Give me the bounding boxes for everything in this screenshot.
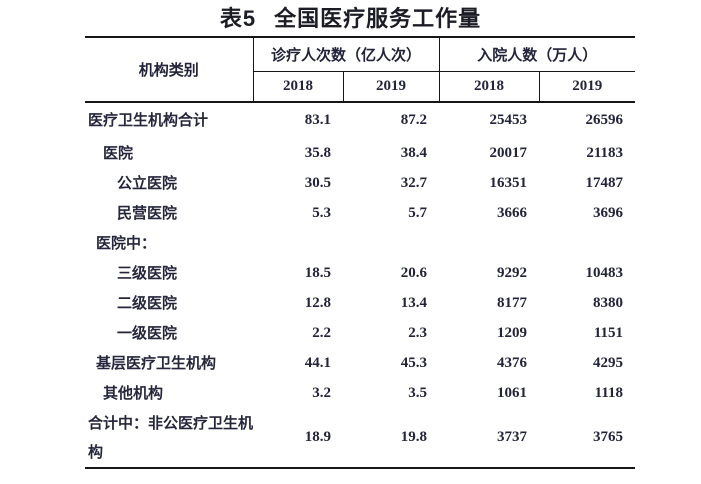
value-cell: 8177 bbox=[497, 294, 528, 311]
value-cell: 26596 bbox=[585, 112, 624, 128]
value-cell: 2.2 bbox=[312, 324, 331, 341]
value-cell: 9292 bbox=[497, 264, 528, 281]
value-cell: 19.8 bbox=[400, 429, 428, 445]
value-cell bbox=[439, 228, 539, 258]
value-cell: 83.1 bbox=[304, 112, 331, 128]
value-cell: 8380 bbox=[593, 294, 624, 311]
value-cell: 38.4 bbox=[400, 144, 428, 161]
value-cell: 30.5 bbox=[304, 174, 331, 191]
row-label: 医院 bbox=[103, 144, 134, 162]
value-cell: 3666 bbox=[497, 204, 528, 221]
row-label: 基层医疗卫生机构 bbox=[96, 354, 217, 372]
table-header: 机构类别 诊疗人次数（亿人次） 入院人数（万人） 2018 2019 2018 … bbox=[85, 37, 636, 103]
value-cell: 2.3 bbox=[408, 324, 428, 341]
value-cell: 3696 bbox=[593, 204, 624, 221]
table-row: 医院中： bbox=[85, 228, 635, 258]
table-row: 公立医院 30.5 32.7 16351 17487 bbox=[85, 168, 635, 198]
table-row: 基层医疗卫生机构 44.1 45.3 4376 4295 bbox=[85, 348, 635, 378]
column-group-outpatient-visits: 诊疗人次数（亿人次） bbox=[253, 37, 440, 72]
value-cell: 3.5 bbox=[408, 384, 428, 401]
year-header-visits-2019: 2019 bbox=[343, 71, 440, 103]
value-cell: 44.1 bbox=[304, 354, 331, 371]
row-label: 一级医院 bbox=[117, 324, 178, 342]
value-cell: 87.2 bbox=[400, 112, 428, 128]
value-cell: 1061 bbox=[497, 384, 528, 401]
value-cell: 45.3 bbox=[400, 354, 428, 371]
year-header-admissions-2018: 2018 bbox=[439, 71, 540, 103]
table-row: 三级医院 18.5 20.6 9292 10483 bbox=[85, 258, 635, 288]
value-cell: 4376 bbox=[497, 354, 528, 371]
row-label: 合计中：非公医疗卫生机构 bbox=[88, 414, 254, 461]
table-row: 二级医院 12.8 13.4 8177 8380 bbox=[85, 288, 635, 318]
value-cell: 21183 bbox=[586, 144, 624, 161]
table-number: 表5 bbox=[219, 6, 257, 31]
value-cell: 3.2 bbox=[312, 384, 331, 401]
value-cell: 1118 bbox=[594, 384, 624, 401]
table-row: 医院 35.8 38.4 20017 21183 bbox=[85, 138, 635, 168]
value-cell: 1151 bbox=[593, 324, 624, 341]
value-cell: 25453 bbox=[489, 112, 528, 128]
value-cell: 5.3 bbox=[312, 204, 331, 221]
row-label: 其他机构 bbox=[103, 384, 164, 402]
value-cell bbox=[539, 228, 635, 258]
table-row: 一级医院 2.2 2.3 1209 1151 bbox=[85, 318, 635, 348]
row-label: 医院中： bbox=[96, 234, 157, 252]
value-cell: 32.7 bbox=[400, 174, 428, 191]
value-cell: 5.7 bbox=[408, 204, 428, 221]
value-cell: 1209 bbox=[497, 324, 528, 341]
value-cell: 18.5 bbox=[304, 264, 331, 281]
statistics-table-wrapper: 机构类别 诊疗人次数（亿人次） 入院人数（万人） 2018 2019 2018 … bbox=[85, 36, 636, 469]
value-cell: 17487 bbox=[585, 174, 624, 191]
value-cell: 35.8 bbox=[304, 144, 331, 161]
value-cell: 10483 bbox=[585, 264, 624, 281]
table-row: 其他机构 3.2 3.5 1061 1118 bbox=[85, 378, 635, 408]
table-title-text: 全国医疗服务工作量 bbox=[274, 6, 482, 31]
value-cell: 3765 bbox=[593, 429, 624, 445]
column-header-org-type: 机构类别 bbox=[85, 37, 254, 103]
table-row: 民营医院 5.3 5.7 3666 3696 bbox=[85, 198, 635, 228]
table-row: 合计中：非公医疗卫生机构 18.9 19.8 3737 3765 bbox=[85, 408, 635, 468]
value-cell: 12.8 bbox=[304, 294, 331, 311]
value-cell: 18.9 bbox=[304, 429, 331, 445]
column-group-admissions: 入院人数（万人） bbox=[439, 37, 636, 72]
value-cell: 4295 bbox=[593, 354, 624, 371]
table-row: 医疗卫生机构合计 83.1 87.2 25453 26596 bbox=[85, 102, 635, 138]
row-label: 二级医院 bbox=[117, 294, 178, 312]
row-label: 三级医院 bbox=[117, 264, 178, 282]
year-header-admissions-2019: 2019 bbox=[539, 71, 636, 103]
value-cell: 16351 bbox=[489, 174, 528, 191]
row-label: 医疗卫生机构合计 bbox=[88, 112, 209, 129]
row-label: 公立医院 bbox=[117, 174, 178, 192]
page-title: 表5 全国医疗服务工作量 bbox=[0, 1, 701, 33]
value-cell: 20017 bbox=[489, 144, 528, 161]
row-label: 民营医院 bbox=[117, 204, 178, 222]
value-cell: 20.6 bbox=[400, 264, 428, 281]
medical-service-table: 机构类别 诊疗人次数（亿人次） 入院人数（万人） 2018 2019 2018 … bbox=[85, 36, 636, 469]
table-body: 医疗卫生机构合计 83.1 87.2 25453 26596 医院 35.8 3… bbox=[85, 102, 635, 468]
value-cell bbox=[343, 228, 439, 258]
value-cell: 13.4 bbox=[400, 294, 428, 311]
year-header-visits-2018: 2018 bbox=[253, 71, 344, 103]
value-cell: 3737 bbox=[497, 429, 528, 445]
value-cell bbox=[253, 228, 343, 258]
